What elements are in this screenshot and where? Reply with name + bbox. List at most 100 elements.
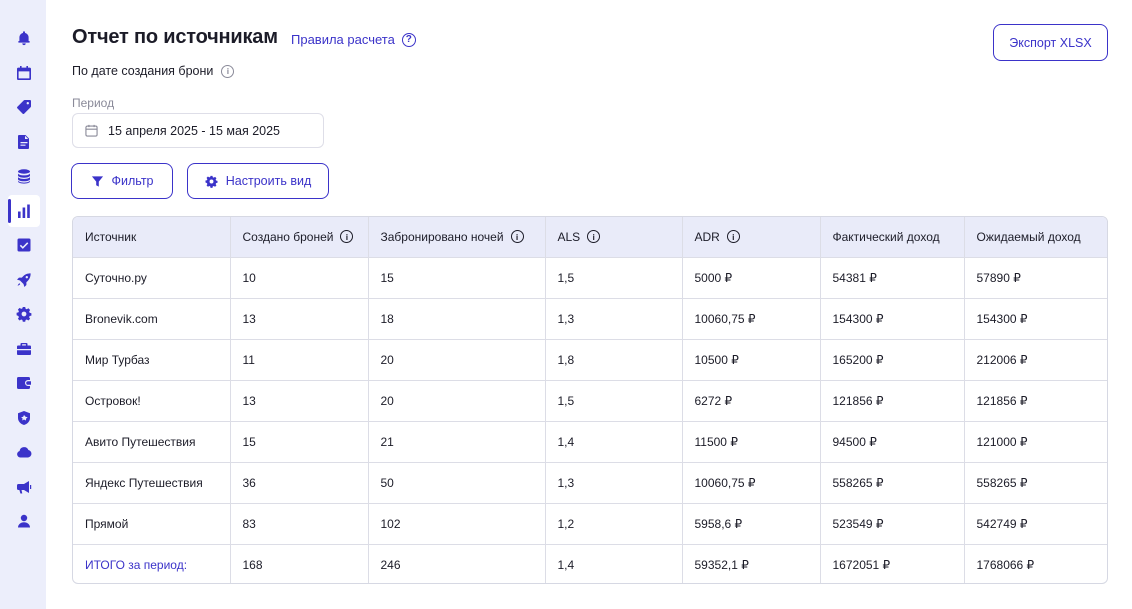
cell-adr: 5000 ₽ (682, 257, 821, 299)
table-total-row: ИТОГО за период: 168 246 1,4 59352,1 ₽167205… (73, 544, 1107, 583)
cell-source: Bronevik.com (73, 298, 231, 340)
column-header-adr[interactable]: ADR i (682, 217, 821, 258)
nav-finance[interactable] (8, 160, 40, 192)
cell-actual-revenue: 165200 ₽ (820, 339, 965, 381)
export-xlsx-button[interactable]: Экспорт XLSX (993, 24, 1108, 61)
cell-actual-revenue: 54381 ₽ (820, 257, 965, 299)
cell-nights-booked: 21 (368, 421, 546, 463)
cell-actual-revenue: 154300 ₽ (820, 298, 965, 340)
bar-chart-icon (18, 204, 30, 218)
total-cell-als: 1,4 (545, 544, 683, 583)
cell-bookings-created: 10 (230, 257, 369, 299)
cell-source: Мир Турбаз (73, 339, 231, 381)
cell-nights-booked: 102 (368, 503, 546, 545)
info-icon[interactable]: i (221, 64, 235, 78)
period-date-field[interactable]: 15 апреля 2025 - 15 мая 2025 (72, 113, 324, 148)
coins-icon (18, 169, 30, 184)
document-icon (18, 135, 29, 149)
cell-source: Прямой (73, 503, 231, 545)
nav-marketing[interactable] (8, 471, 40, 503)
info-icon[interactable]: i (587, 230, 601, 244)
megaphone-icon (17, 481, 32, 494)
customize-view-label: Настроить вид (225, 174, 312, 188)
nav-profile[interactable] (8, 505, 40, 537)
table-row: Bronevik.com 13 18 1,3 10060,75 ₽154300 ₽154… (73, 298, 1107, 340)
cell-expected-revenue: 558265 ₽ (964, 462, 1107, 504)
nav-reports[interactable] (8, 195, 40, 227)
cell-als: 1,8 (545, 339, 683, 381)
calendar-icon (17, 66, 31, 80)
cell-als: 1,5 (545, 380, 683, 422)
total-cell-expected-revenue: 1768066 ₽ (976, 557, 1035, 572)
total-label[interactable]: ИТОГО за период: (73, 544, 231, 583)
cell-adr: 10060,75 ₽ (682, 298, 821, 340)
cell-source: Яндекс Путешествия (73, 462, 231, 504)
filter-button-label: Фильтр (111, 174, 154, 188)
nav-tags[interactable] (8, 91, 40, 123)
cell-expected-revenue: 542749 ₽ (964, 503, 1107, 545)
tag-icon (17, 100, 31, 114)
customize-view-button[interactable]: Настроить вид (187, 163, 329, 199)
cell-bookings-created: 11 (230, 339, 369, 381)
column-header-source[interactable]: Источник (73, 217, 231, 258)
cell-als: 1,5 (545, 257, 683, 299)
cell-source: Островок! (73, 380, 231, 422)
cell-bookings-created: 15 (230, 421, 369, 463)
table-row: Суточно.ру 10 15 1,5 5000 ₽54381 ₽57890 ₽ (73, 257, 1107, 299)
sources-report-table: Источник Создано броней i Забронировано н… (72, 216, 1108, 584)
cell-expected-revenue: 212006 ₽ (964, 339, 1107, 381)
cell-expected-revenue: 121000 ₽ (964, 421, 1107, 463)
wallet-icon (17, 377, 31, 389)
filter-icon (91, 175, 103, 187)
cell-als: 1,4 (545, 421, 683, 463)
cell-nights-booked: 20 (368, 339, 546, 381)
cell-bookings-created: 83 (230, 503, 369, 545)
column-header-actual-revenue[interactable]: Фактический доход (820, 217, 965, 258)
cell-actual-revenue: 94500 ₽ (820, 421, 965, 463)
calculation-rules-link[interactable]: Правила расчета ? (291, 32, 416, 47)
column-header-expected-revenue[interactable]: Ожидаемый доход (964, 217, 1107, 258)
period-label: Период (72, 96, 115, 110)
cloud-icon (17, 447, 32, 458)
nav-wallet[interactable] (8, 367, 40, 399)
info-icon[interactable]: i (340, 230, 354, 244)
period-value: 15 апреля 2025 - 15 мая 2025 (108, 123, 281, 138)
column-header-bookings-created[interactable]: Создано броней i (230, 217, 369, 258)
cell-nights-booked: 18 (368, 298, 546, 340)
column-header-als[interactable]: ALS i (545, 217, 683, 258)
info-icon[interactable]: i (726, 230, 740, 244)
shield-icon (18, 411, 30, 425)
nav-bell[interactable] (8, 22, 40, 54)
table-header-row: Источник Создано броней i Забронировано н… (73, 217, 1107, 258)
cell-actual-revenue: 121856 ₽ (820, 380, 965, 422)
gear-icon (16, 307, 32, 322)
total-cell-nights-booked: 246 (368, 544, 546, 583)
nav-security[interactable] (8, 402, 40, 434)
table-row: Яндекс Путешествия 36 50 1,3 10060,75 ₽55826… (73, 462, 1107, 504)
cell-als: 1,3 (545, 298, 683, 340)
nav-inventory[interactable] (8, 333, 40, 365)
nav-calendar[interactable] (8, 57, 40, 89)
filter-button[interactable]: Фильтр (71, 163, 173, 199)
cell-source: Суточно.ру (73, 257, 231, 299)
column-header-nights-booked[interactable]: Забронировано ночей i (368, 217, 546, 258)
nav-cloud[interactable] (8, 436, 40, 468)
cell-actual-revenue: 523549 ₽ (820, 503, 965, 545)
cell-als: 1,3 (545, 462, 683, 504)
cell-adr: 5958,6 ₽ (682, 503, 821, 545)
nav-tasks[interactable] (8, 229, 40, 261)
cell-expected-revenue: 121856 ₽ (964, 380, 1107, 422)
nav-documents[interactable] (8, 126, 40, 158)
cell-bookings-created: 13 (230, 298, 369, 340)
nav-promo[interactable] (8, 264, 40, 296)
rocket-icon (17, 273, 31, 287)
gear-icon (205, 175, 218, 188)
cell-adr: 6272 ₽ (682, 380, 821, 422)
info-icon[interactable]: i (510, 230, 524, 244)
table-row: Островок! 13 20 1,5 6272 ₽121856 ₽121856 ₽ (73, 380, 1107, 422)
help-icon: ? (401, 32, 416, 47)
cell-bookings-created: 36 (230, 462, 369, 504)
table-row: Прямой 83 102 1,2 5958,6 ₽523549 ₽542749 ₽ (73, 503, 1107, 545)
nav-settings[interactable] (8, 298, 40, 330)
cell-actual-revenue: 558265 ₽ (820, 462, 965, 504)
